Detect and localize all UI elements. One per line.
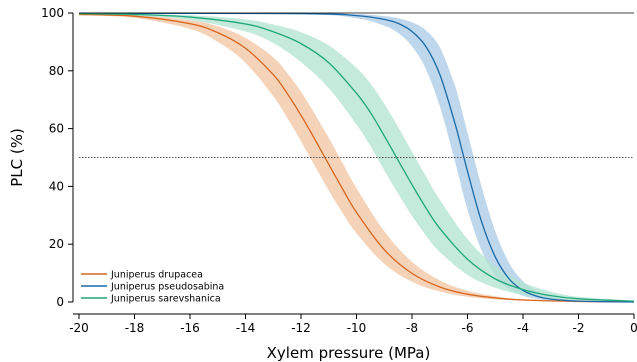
x-tick-label: -16: [180, 321, 200, 335]
x-tick-label: -12: [291, 321, 311, 335]
y-tick-label: 80: [49, 64, 64, 78]
x-axis-title: Xylem pressure (MPa): [267, 344, 431, 362]
x-tick-label: -18: [125, 321, 145, 335]
series-lines: [78, 12, 635, 303]
legend-label-juniperus-drupacea: Juniperus drupacea: [110, 270, 203, 281]
x-tick-label: -4: [517, 321, 529, 335]
x-tick-label: -14: [236, 321, 256, 335]
y-tick-label: 60: [49, 122, 64, 136]
x-tick-label: -6: [462, 321, 474, 335]
x-tick-label: -8: [406, 321, 418, 335]
axes: [72, 12, 634, 315]
y-tick-label: 100: [41, 6, 64, 20]
line-juniperus-pseudosabina: [78, 12, 635, 303]
band-juniperus-sarevshanica: [79, 13, 634, 302]
x-tick-label: -10: [347, 321, 367, 335]
x-tick-label: -20: [69, 321, 89, 335]
confidence-bands: [79, 13, 634, 303]
line-juniperus-sarevshanica: [78, 12, 635, 302]
y-tick-label: 20: [49, 237, 64, 251]
y-axis-title: PLC (%): [8, 128, 26, 187]
y-tick-label: 40: [49, 179, 64, 193]
line-juniperus-drupacea: [78, 13, 635, 303]
legend-label-juniperus-sarevshanica: Juniperus sarevshanica: [110, 294, 221, 305]
y-tick-label: 0: [56, 295, 64, 309]
legend-label-juniperus-pseudosabina: Juniperus pseudosabina: [110, 282, 224, 293]
x-tick-label: -2: [573, 321, 585, 335]
x-tick-label: 0: [630, 321, 637, 335]
